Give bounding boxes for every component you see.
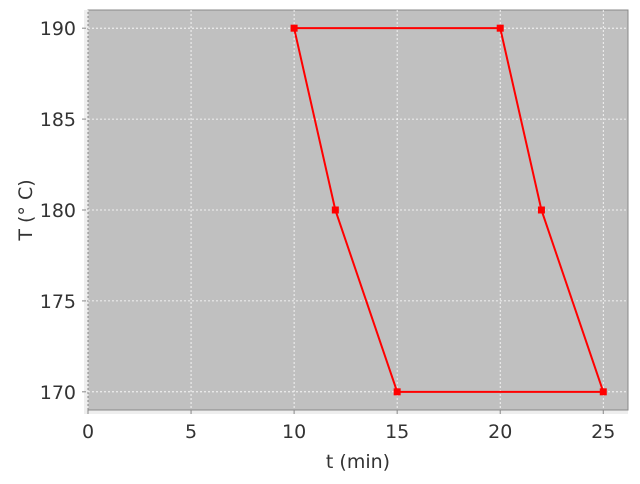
data-point (290, 24, 298, 32)
data-point (537, 206, 545, 214)
x-tick-label: 15 (385, 421, 409, 443)
grid (87, 10, 628, 410)
data-point (393, 388, 401, 396)
x-tick-label: 20 (488, 421, 512, 443)
y-tick-label: 180 (40, 200, 76, 222)
x-tick-label: 25 (591, 421, 615, 443)
x-tick-label: 10 (282, 421, 306, 443)
y-axis-label: T (° C) (15, 179, 37, 241)
data-point (331, 206, 339, 214)
data-point (599, 388, 607, 396)
y-tick-label: 190 (40, 18, 76, 40)
ticks: 0 5 10 15 20 25 170 175 180 185 190 (40, 18, 616, 443)
y-tick-label: 185 (40, 109, 76, 131)
series (290, 24, 607, 396)
x-tick-label: 5 (185, 421, 197, 443)
x-tick-label: 0 (82, 421, 94, 443)
x-axis-label: t (min) (326, 451, 390, 473)
data-point (496, 24, 504, 32)
y-tick-label: 170 (40, 382, 76, 404)
y-tick-label: 175 (40, 291, 76, 313)
